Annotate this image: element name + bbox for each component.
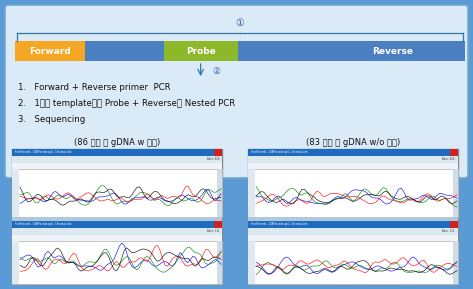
Bar xyxy=(164,41,238,61)
Text: FineProcede - 14KProcede.sp4 - Chromas Lite: FineProcede - 14KProcede.sp4 - Chromas L… xyxy=(251,151,307,155)
Text: Reverse: Reverse xyxy=(373,47,413,55)
Text: ①: ① xyxy=(236,18,245,28)
Text: Probe: Probe xyxy=(186,47,216,55)
Bar xyxy=(321,41,465,61)
Text: 2.   1번을 template으로 Probe + Reverse의 Nested PCR: 2. 1번을 template으로 Probe + Reverse의 Neste… xyxy=(18,99,235,108)
Bar xyxy=(12,169,19,216)
Bar xyxy=(12,240,222,284)
Text: 1.   Forward + Reverse primer  PCR: 1. Forward + Reverse primer PCR xyxy=(18,83,171,92)
Bar xyxy=(214,149,222,156)
Bar xyxy=(248,216,458,221)
Text: Base: 424: Base: 424 xyxy=(443,158,455,162)
Bar xyxy=(248,149,458,284)
Bar xyxy=(248,169,255,216)
Bar xyxy=(12,163,222,169)
Bar xyxy=(12,149,222,156)
Bar xyxy=(248,149,458,156)
Bar xyxy=(238,41,321,61)
Bar xyxy=(248,240,255,284)
Bar xyxy=(217,240,222,284)
Bar xyxy=(453,169,458,216)
Bar xyxy=(12,216,222,221)
Bar xyxy=(12,240,19,284)
Text: Base: 111: Base: 111 xyxy=(443,229,455,233)
Bar xyxy=(248,235,458,240)
Bar xyxy=(12,156,222,163)
Bar xyxy=(248,163,458,169)
Bar xyxy=(12,235,222,240)
Bar xyxy=(15,41,85,61)
Bar xyxy=(12,169,222,216)
Text: Base: 111: Base: 111 xyxy=(207,229,219,233)
Bar xyxy=(248,221,458,227)
Bar xyxy=(453,240,458,284)
Bar xyxy=(450,149,458,156)
Bar xyxy=(12,227,222,235)
Text: FineProcede - 14KProcede.sp4 - Chromas Lite: FineProcede - 14KProcede.sp4 - Chromas L… xyxy=(251,222,307,226)
Text: Base: 424: Base: 424 xyxy=(207,158,219,162)
Text: ②: ② xyxy=(213,66,221,75)
Bar xyxy=(450,221,458,227)
Text: FineProcede - 14KProcede.sp4 - Chromas Lite: FineProcede - 14KProcede.sp4 - Chromas L… xyxy=(15,222,71,226)
Text: (86 혼합 종 gDNA w 참동): (86 혼합 종 gDNA w 참동) xyxy=(74,138,160,147)
Bar xyxy=(217,169,222,216)
FancyBboxPatch shape xyxy=(5,5,468,178)
Bar xyxy=(248,227,458,235)
Bar xyxy=(248,169,458,216)
Text: (83 혼합 종 gDNA w/o 참동): (83 혼합 종 gDNA w/o 참동) xyxy=(306,138,400,147)
Text: Forward: Forward xyxy=(29,47,71,55)
Bar xyxy=(214,221,222,227)
Text: 3.   Sequencing: 3. Sequencing xyxy=(18,115,85,124)
Bar xyxy=(85,41,164,61)
Bar xyxy=(12,149,222,284)
Text: FineProcede - 14KProcede.sp4 - Chromas Lite: FineProcede - 14KProcede.sp4 - Chromas L… xyxy=(15,151,71,155)
Bar xyxy=(248,156,458,163)
Bar xyxy=(12,221,222,227)
Bar xyxy=(248,240,458,284)
